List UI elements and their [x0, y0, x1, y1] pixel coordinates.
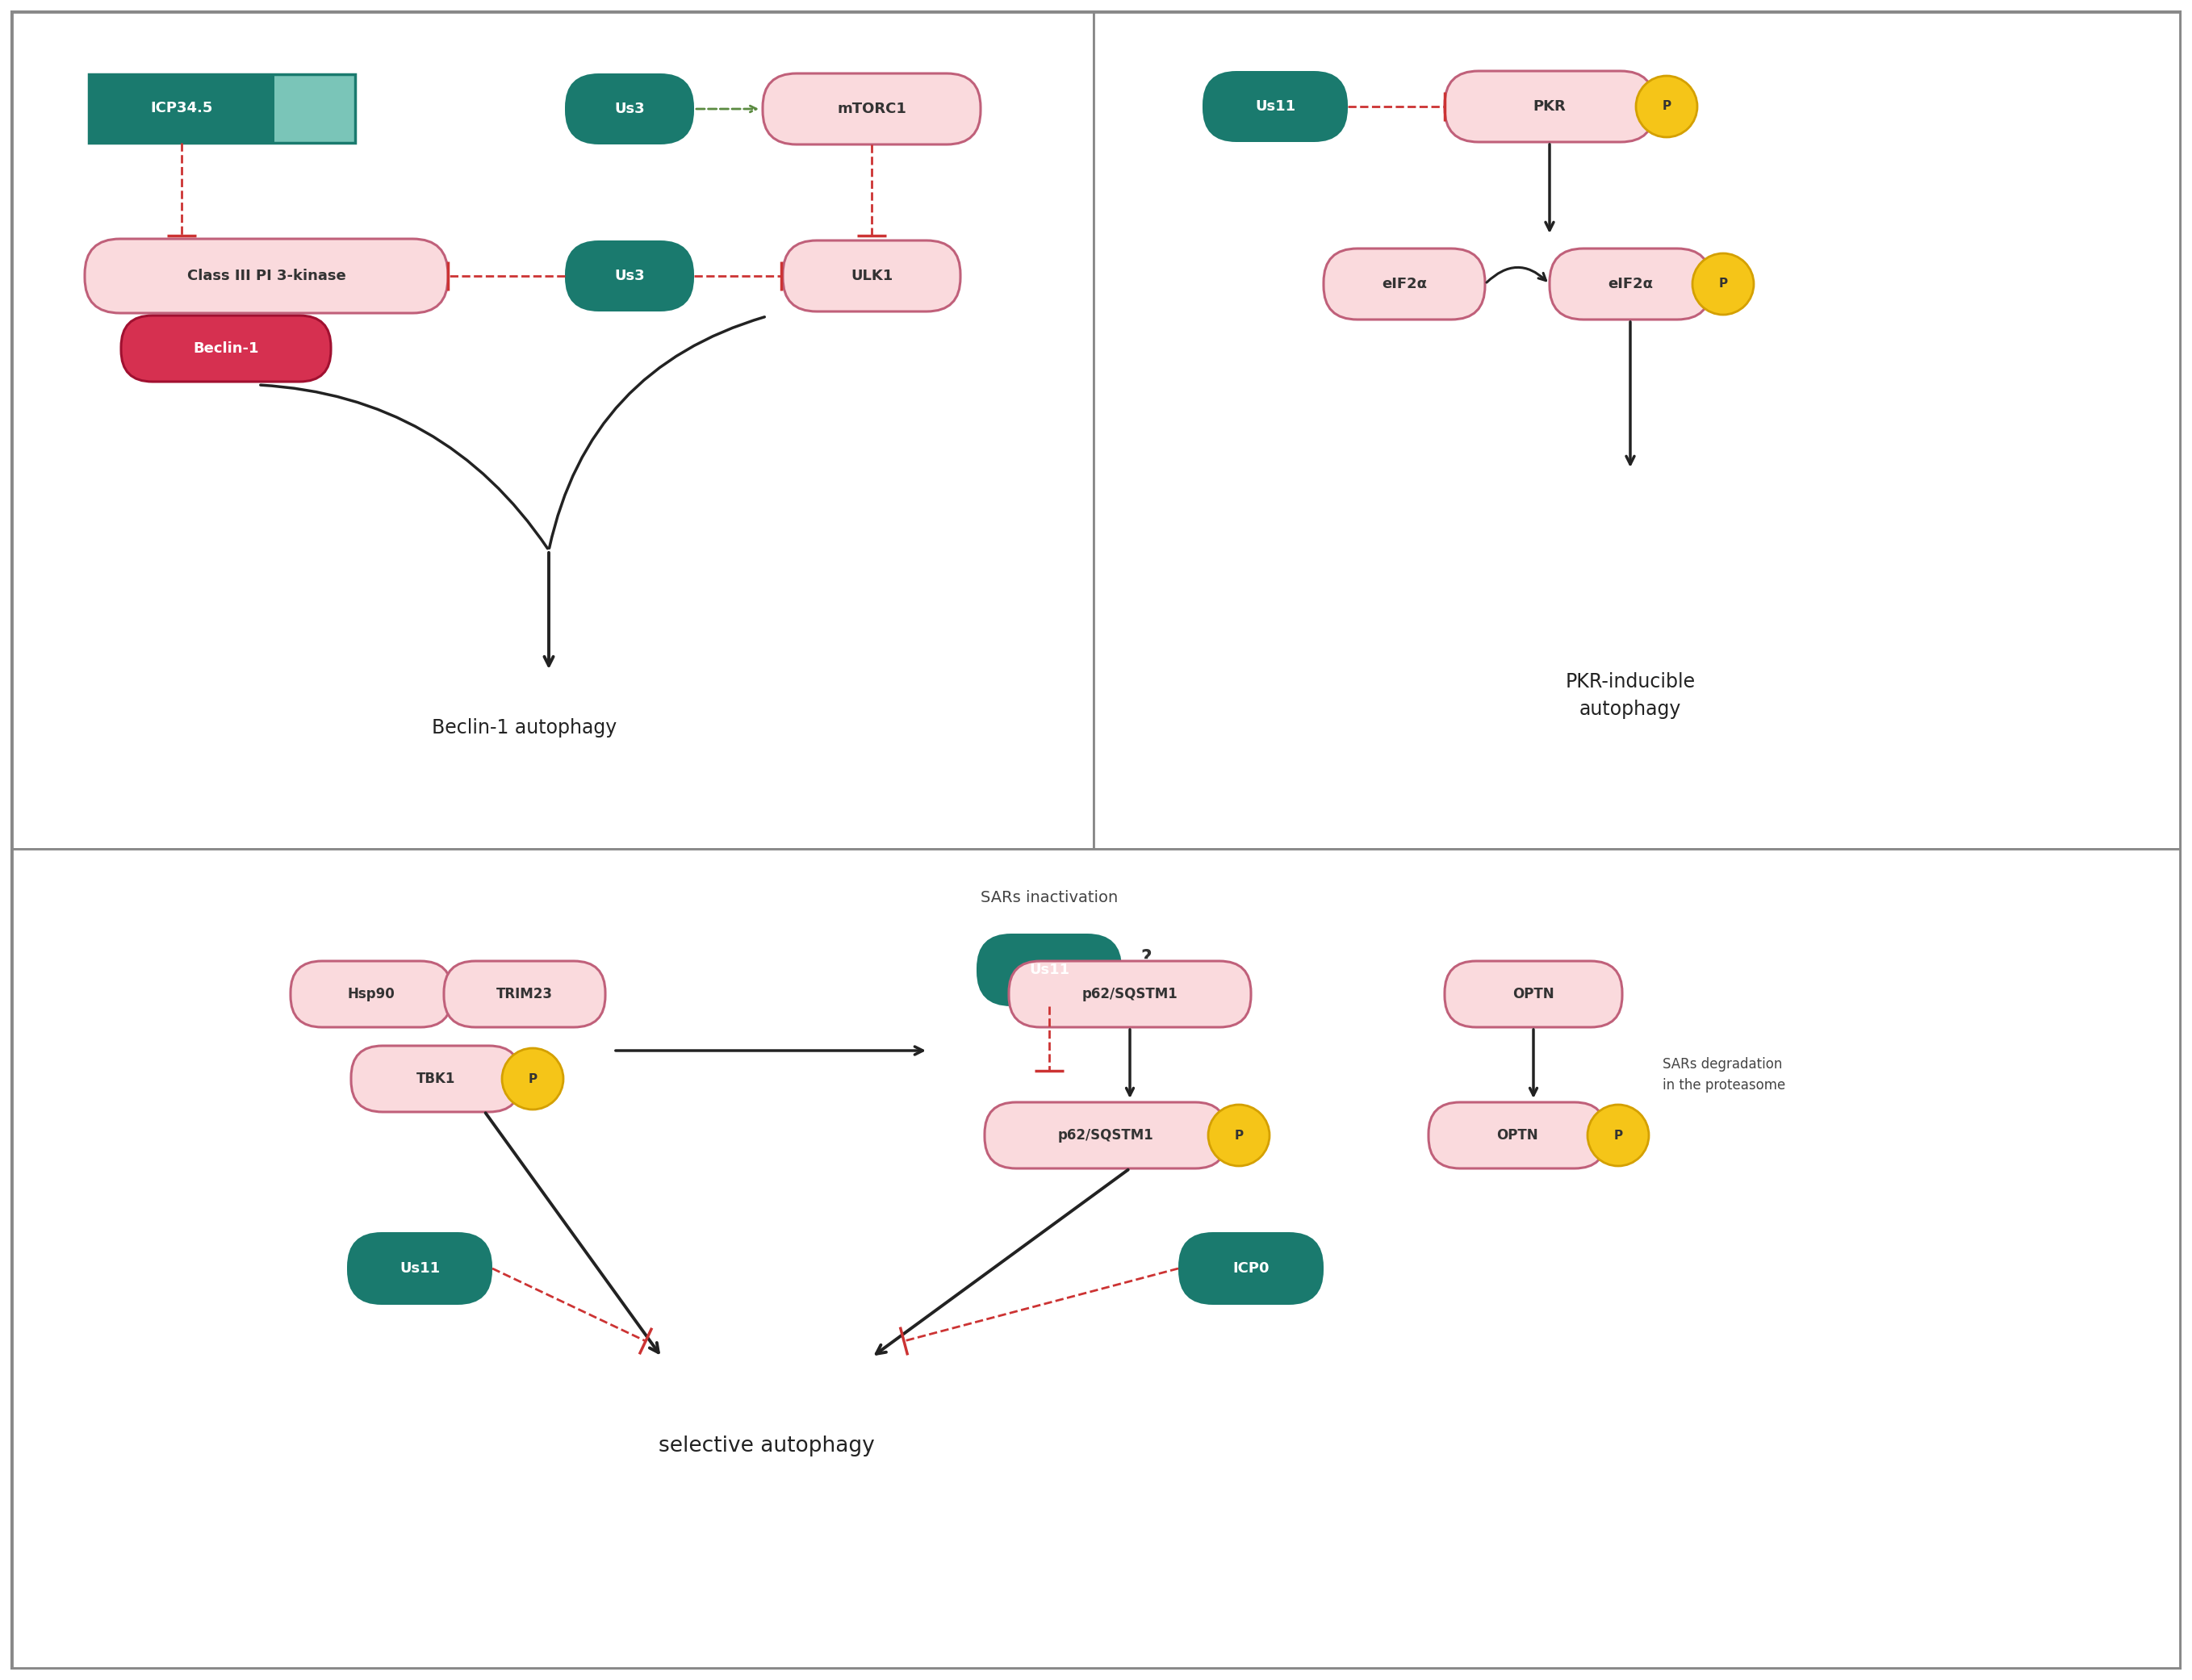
Text: ICP0: ICP0	[1232, 1262, 1269, 1275]
Text: P: P	[1719, 277, 1727, 291]
FancyBboxPatch shape	[1203, 71, 1348, 143]
FancyBboxPatch shape	[292, 961, 452, 1026]
FancyBboxPatch shape	[90, 74, 274, 143]
Text: Us11: Us11	[399, 1262, 441, 1275]
Circle shape	[1208, 1105, 1269, 1166]
Text: p62/SQSTM1: p62/SQSTM1	[1059, 1127, 1153, 1142]
Text: Hsp90: Hsp90	[349, 986, 395, 1001]
Text: Us11: Us11	[1028, 963, 1070, 978]
FancyBboxPatch shape	[1008, 961, 1252, 1026]
Text: Beclin-1: Beclin-1	[193, 341, 259, 356]
Text: Us3: Us3	[614, 102, 644, 116]
Text: OPTN: OPTN	[1512, 986, 1554, 1001]
Text: P: P	[1234, 1129, 1243, 1141]
Text: ICP34.5: ICP34.5	[151, 101, 213, 116]
Circle shape	[1692, 254, 1754, 314]
Circle shape	[502, 1048, 563, 1109]
Text: Us11: Us11	[1256, 99, 1295, 114]
FancyBboxPatch shape	[121, 316, 331, 381]
Text: PKR-inducible
autophagy: PKR-inducible autophagy	[1565, 672, 1694, 719]
FancyBboxPatch shape	[13, 12, 2179, 1668]
Text: OPTN: OPTN	[1497, 1127, 1539, 1142]
FancyBboxPatch shape	[85, 239, 447, 312]
Text: ULK1: ULK1	[850, 269, 892, 284]
FancyBboxPatch shape	[13, 12, 1094, 848]
Text: selective autophagy: selective autophagy	[658, 1435, 875, 1457]
FancyBboxPatch shape	[566, 240, 695, 311]
Text: P: P	[528, 1074, 537, 1085]
FancyBboxPatch shape	[1324, 249, 1484, 319]
FancyBboxPatch shape	[566, 74, 695, 144]
Text: TBK1: TBK1	[416, 1072, 456, 1085]
Text: P: P	[1662, 101, 1670, 113]
Circle shape	[1635, 76, 1697, 138]
FancyBboxPatch shape	[274, 74, 355, 143]
Circle shape	[1587, 1105, 1648, 1166]
Text: TRIM23: TRIM23	[495, 986, 552, 1001]
FancyBboxPatch shape	[13, 848, 2179, 1668]
FancyBboxPatch shape	[346, 1231, 493, 1305]
Text: mTORC1: mTORC1	[837, 102, 905, 116]
Text: Us3: Us3	[614, 269, 644, 284]
Text: eIF2α: eIF2α	[1381, 277, 1427, 291]
FancyBboxPatch shape	[351, 1045, 520, 1112]
FancyBboxPatch shape	[1179, 1231, 1324, 1305]
FancyBboxPatch shape	[1445, 961, 1622, 1026]
Text: SARs degradation
in the proteasome: SARs degradation in the proteasome	[1662, 1057, 1786, 1092]
Text: p62/SQSTM1: p62/SQSTM1	[1083, 986, 1177, 1001]
Text: Class III PI 3-kinase: Class III PI 3-kinase	[186, 269, 346, 284]
FancyBboxPatch shape	[1429, 1102, 1607, 1168]
Text: ?: ?	[1140, 948, 1151, 968]
FancyBboxPatch shape	[445, 961, 605, 1026]
Text: Beclin-1 autophagy: Beclin-1 autophagy	[432, 717, 618, 738]
FancyBboxPatch shape	[783, 240, 960, 311]
Text: PKR: PKR	[1532, 99, 1565, 114]
Text: SARs inactivation: SARs inactivation	[980, 890, 1118, 906]
Text: P: P	[1613, 1129, 1622, 1141]
FancyBboxPatch shape	[984, 1102, 1228, 1168]
Text: eIF2α: eIF2α	[1607, 277, 1653, 291]
FancyBboxPatch shape	[1550, 249, 1712, 319]
FancyBboxPatch shape	[763, 74, 980, 144]
FancyBboxPatch shape	[1094, 12, 2179, 848]
FancyBboxPatch shape	[1445, 71, 1655, 143]
FancyBboxPatch shape	[978, 934, 1122, 1006]
